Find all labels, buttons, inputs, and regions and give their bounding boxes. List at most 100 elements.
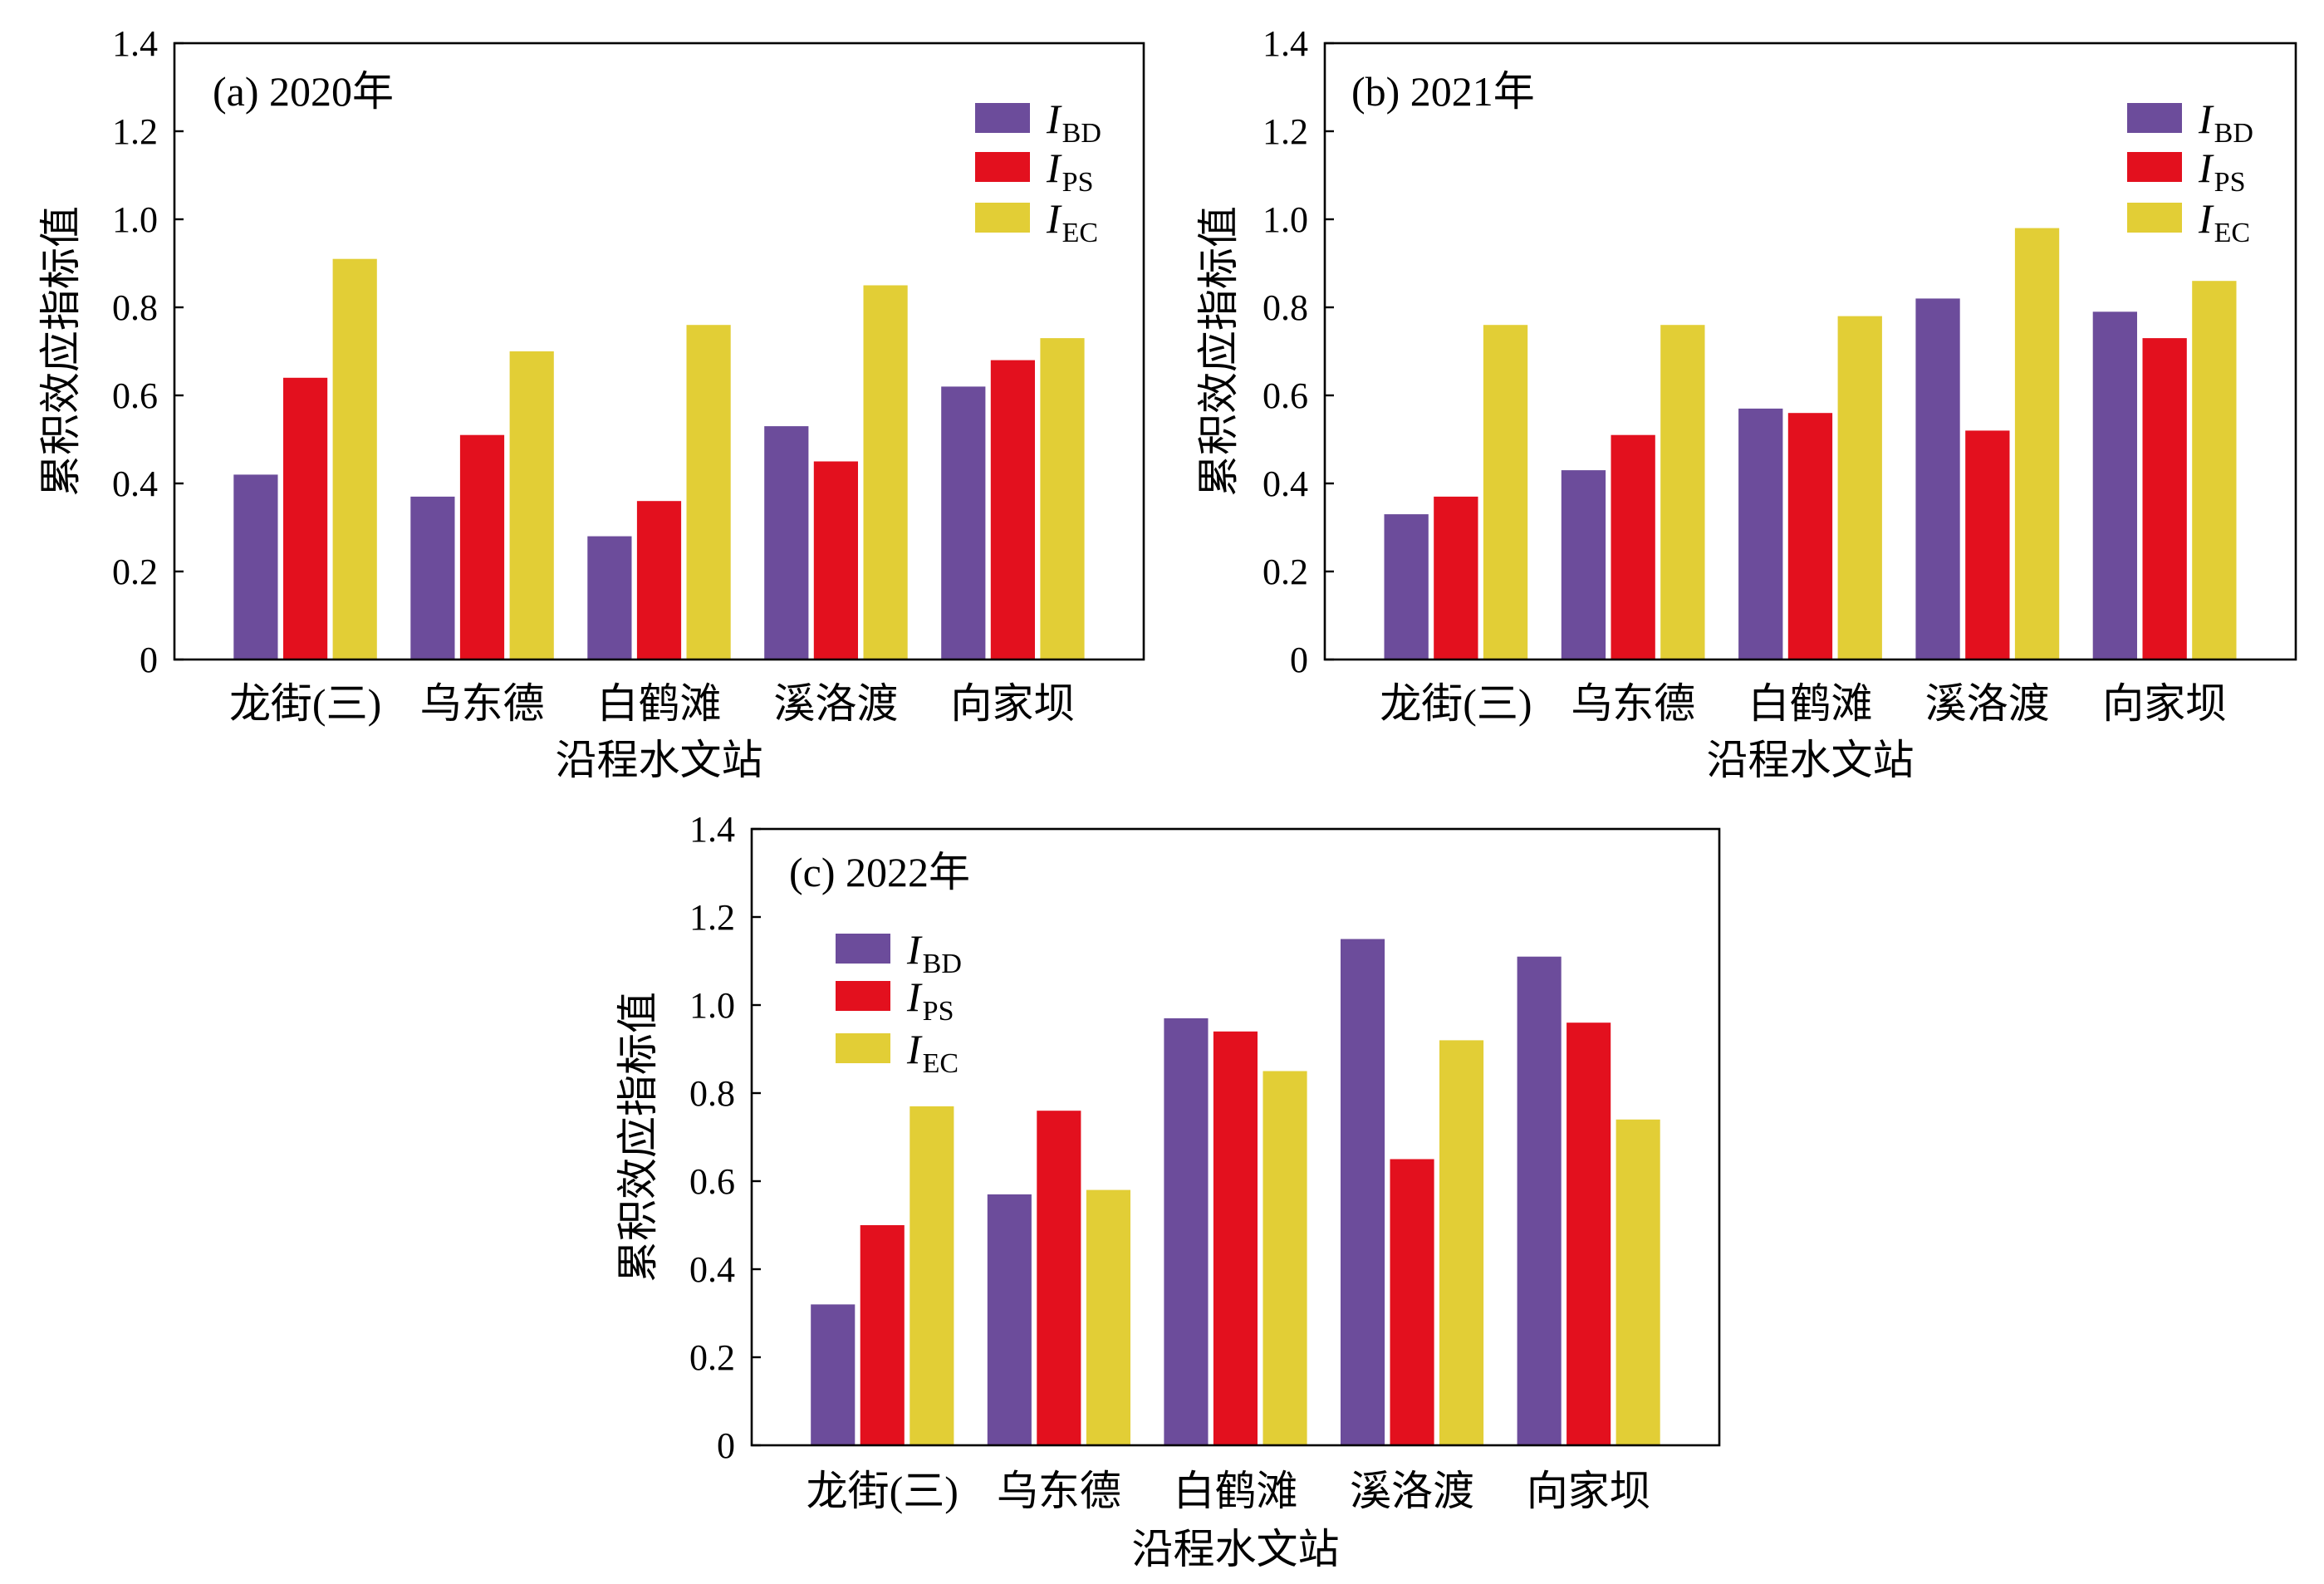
legend-subscript-c-bd: BD [923,949,962,979]
y-tick-label-c-0: 0 [717,1425,735,1466]
bar-b-ec-3 [1837,316,1882,660]
legend-label-c-ps: IPS [906,973,954,1027]
panel-c: 0 0.2 0.4 0.6 0.8 1.0 1.2 1.4 龙街(三) 乌东德 白鹤滩 溪洛渡 向家坝沿… [615,809,1721,1572]
legend-swatch-a-bd [975,103,1030,133]
legend-swatch-c-ec [836,1033,890,1063]
panel-title-a: (a) 2020年 [213,68,394,115]
y-tick-label-c-7: 1.4 [689,809,735,850]
legend-symbol-c-ps: I [906,973,923,1020]
legend-symbol-b-ec: I [2198,195,2214,242]
y-tick-label-c-5: 1.0 [689,985,735,1026]
legend-symbol-c-ec: I [906,1026,923,1072]
bar-b-ps-3 [1787,413,1833,660]
y-tick-label-a-1: 0.2 [112,552,158,592]
y-axis-a: 0 0.2 0.4 0.6 0.8 1.0 1.2 1.4 [112,23,184,680]
x-tick-label-c-2: 乌东德 [997,1468,1121,1514]
bar-b-bd-2 [1561,470,1606,660]
x-tick-label-a-1: 龙街(三) [229,680,381,727]
bar-b-ps-2 [1611,434,1655,660]
bar-a-ec-4 [863,285,908,660]
legend-label-b-bd: IBD [2198,96,2253,149]
bar-a-ec-2 [509,351,554,660]
legend-subscript-a-ps: PS [1062,167,1094,198]
bar-c-ps-3 [1213,1031,1258,1445]
x-tick-label-c-1: 龙街(三) [807,1468,959,1514]
x-axis-c: 龙街(三) 乌东德 白鹤滩 溪洛渡 向家坝 [807,1468,1651,1514]
plot-frame-c [750,827,1721,1447]
legend-label-a-bd: IBD [1046,96,1101,149]
legend-symbol-b-ps: I [2198,145,2214,191]
y-axis-b: 0 0.2 0.4 0.6 0.8 1.0 1.2 1.4 [1263,23,1334,680]
x-axis-a: 龙街(三) 乌东德 白鹤滩 溪洛渡 向家坝 [229,680,1075,727]
x-tick-label-b-1: 龙街(三) [1380,680,1532,727]
bar-c-bd-4 [1341,939,1385,1445]
y-axis-c: 0 0.2 0.4 0.6 0.8 1.0 1.2 1.4 [689,809,761,1466]
bar-a-ps-3 [636,501,682,660]
y-tick-label-a-6: 1.2 [112,111,158,152]
x-axis-label-a: 沿程水文站 [556,737,763,783]
legend-swatch-b-ec [2127,203,2182,233]
y-tick-label-b-4: 0.8 [1263,287,1308,328]
legend-subscript-b-bd: BD [2214,118,2253,149]
y-tick-label-c-6: 1.2 [689,897,735,938]
bar-c-ps-4 [1390,1159,1434,1445]
bar-c-ec-1 [909,1106,954,1445]
legend-symbol-c-bd: I [906,926,923,973]
y-tick-label-a-3: 0.6 [112,375,158,416]
bar-b-ec-1 [1483,325,1528,660]
bar-c-bd-3 [1164,1018,1209,1445]
legend-swatch-c-ps [836,981,890,1011]
bar-c-ps-5 [1566,1022,1611,1445]
legend-swatch-a-ec [975,203,1030,233]
y-tick-label-c-3: 0.6 [689,1161,735,1202]
x-tick-label-c-5: 向家坝 [1527,1468,1651,1514]
plot-frame-b [1323,42,2297,661]
y-tick-label-b-1: 0.2 [1263,552,1308,592]
y-tick-label-a-2: 0.4 [112,463,158,504]
legend-subscript-a-ec: EC [1062,218,1098,248]
x-tick-label-b-4: 溪洛渡 [1925,680,2050,727]
legend-label-c-ec: IEC [906,1026,959,1079]
y-tick-label-a-0: 0 [140,640,158,680]
legend-label-c-bd: IBD [906,926,962,979]
bar-b-bd-3 [1738,408,1783,660]
bar-c-ps-2 [1037,1111,1081,1445]
y-tick-label-a-5: 1.0 [112,199,158,240]
legend-subscript-a-bd: BD [1062,118,1101,149]
legend-label-b-ec: IEC [2198,195,2250,248]
bar-b-ec-2 [1660,325,1705,660]
y-tick-label-a-7: 1.4 [112,23,158,64]
x-tick-label-a-3: 白鹤滩 [597,680,722,727]
x-tick-label-c-3: 白鹤滩 [1174,1468,1298,1514]
bar-c-bd-2 [987,1194,1032,1445]
bar-b-ps-1 [1434,496,1478,660]
x-tick-label-a-4: 溪洛渡 [774,680,899,727]
legend-label-a-ps: IPS [1046,145,1093,198]
y-tick-label-b-0: 0 [1290,640,1308,680]
legend-subscript-b-ps: PS [2214,167,2246,198]
bar-a-bd-2 [410,496,455,660]
legend-label-a-ec: IEC [1046,195,1098,248]
y-axis-label-c: 累积效应指标值 [615,992,661,1282]
y-axis-label-b: 累积效应指标值 [1195,206,1242,497]
y-tick-label-b-3: 0.6 [1263,375,1308,416]
plot-frame-a [173,42,1145,661]
x-tick-label-b-2: 乌东德 [1571,680,1695,727]
legend-swatch-b-bd [2127,103,2182,133]
legend-symbol-a-bd: I [1046,96,1062,142]
legend-symbol-a-ps: I [1046,145,1062,191]
y-tick-label-b-6: 1.2 [1263,111,1308,152]
x-axis-b: 龙街(三) 乌东德 白鹤滩 溪洛渡 向家坝 [1380,680,2227,727]
bar-c-ec-3 [1263,1071,1307,1445]
bar-a-bd-3 [587,536,632,660]
bar-b-bd-5 [2092,311,2137,660]
x-tick-label-c-4: 溪洛渡 [1350,1468,1474,1514]
panel-b: 0 0.2 0.4 0.6 0.8 1.0 1.2 1.4 龙街(三) 乌东德 白鹤滩 溪洛渡 向家坝沿… [1195,23,2297,783]
bar-c-bd-1 [811,1304,856,1445]
legend-subscript-c-ps: PS [923,996,954,1027]
bar-c-ps-1 [860,1225,905,1445]
bar-b-ps-4 [1965,430,2010,660]
